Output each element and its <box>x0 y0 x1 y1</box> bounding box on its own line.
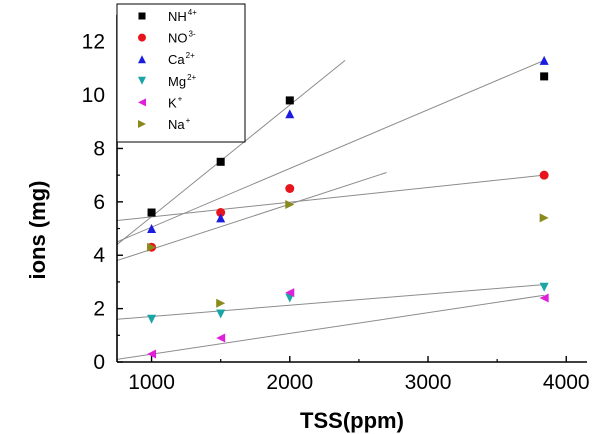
data-point-nh <box>216 157 225 166</box>
legend-marker-na <box>138 120 146 128</box>
y-ticks: 0 2 4 6 8 10 12 <box>82 31 123 374</box>
y-tick-label: 0 <box>93 351 105 374</box>
data-point-k <box>285 288 295 298</box>
data-point-nh <box>285 96 294 105</box>
data-point-mg <box>539 282 549 292</box>
x-tick-label: 3000 <box>405 371 452 394</box>
y-tick-label: 8 <box>93 137 105 160</box>
y-tick-label: 4 <box>93 244 105 267</box>
trend-line <box>117 174 545 222</box>
data-point-mg <box>147 314 157 324</box>
trendline-layer <box>117 59 545 360</box>
legend-marker-ca <box>138 55 146 64</box>
legend-label-mg: Mg <box>168 74 186 89</box>
data-point-na <box>539 213 549 223</box>
data-point-k <box>147 349 157 359</box>
legend-label-na: Na <box>168 117 185 132</box>
y-tick-label: 6 <box>93 191 105 214</box>
data-point-ca <box>539 55 549 65</box>
legend-charge-k: + <box>178 94 183 103</box>
trend-line <box>117 172 387 262</box>
data-point-no <box>216 208 226 218</box>
legend-charge-ca: 2+ <box>186 51 195 60</box>
legend-box <box>116 3 246 143</box>
data-point-ca <box>216 213 226 223</box>
legend-marker-mg <box>138 76 146 85</box>
data-point-na <box>147 242 157 252</box>
data-point-nh <box>147 208 156 217</box>
data-point-k <box>216 333 226 343</box>
y-axis-title: ions (mg) <box>25 181 50 280</box>
data-points <box>147 55 549 359</box>
trend-line <box>117 294 545 360</box>
y-tick-label: 12 <box>82 31 105 54</box>
legend-charge-nh: 4+ <box>188 8 197 17</box>
legend-label-ca: Ca <box>168 52 185 67</box>
data-point-na <box>285 200 295 210</box>
data-point-ca <box>285 109 295 119</box>
y-tick-label: 2 <box>93 298 105 321</box>
x-ticks: 1000 2000 3000 4000 <box>128 356 590 394</box>
x-tick-label: 4000 <box>543 371 590 394</box>
trend-line <box>117 284 545 320</box>
data-point-no <box>285 184 295 193</box>
legend: NH 4+NO 3-Ca 2+Mg 2+K +Na + <box>116 3 246 143</box>
data-point-k <box>539 293 549 303</box>
data-point-nh <box>540 72 549 81</box>
data-point-na <box>216 298 226 308</box>
legend-label-nh: NH <box>168 9 187 24</box>
y-tick-label: 10 <box>82 84 105 107</box>
data-point-ca <box>147 224 157 234</box>
data-point-no <box>539 170 549 180</box>
legend-charge-no: 3- <box>189 30 196 39</box>
x-axis-title: TSS(ppm) <box>300 408 404 433</box>
legend-label-no: NO <box>168 31 188 46</box>
x-tick-label: 2000 <box>266 371 313 394</box>
legend-label-k: K <box>168 95 177 110</box>
legend-charge-na: + <box>186 116 191 125</box>
legend-marker-nh <box>138 12 146 20</box>
trend-line <box>117 59 545 243</box>
x-tick-label: 1000 <box>128 371 175 394</box>
legend-marker-no <box>138 33 146 42</box>
data-point-mg <box>216 309 226 319</box>
legend-marker-k <box>138 98 146 107</box>
legend-charge-mg: 2+ <box>187 73 196 82</box>
